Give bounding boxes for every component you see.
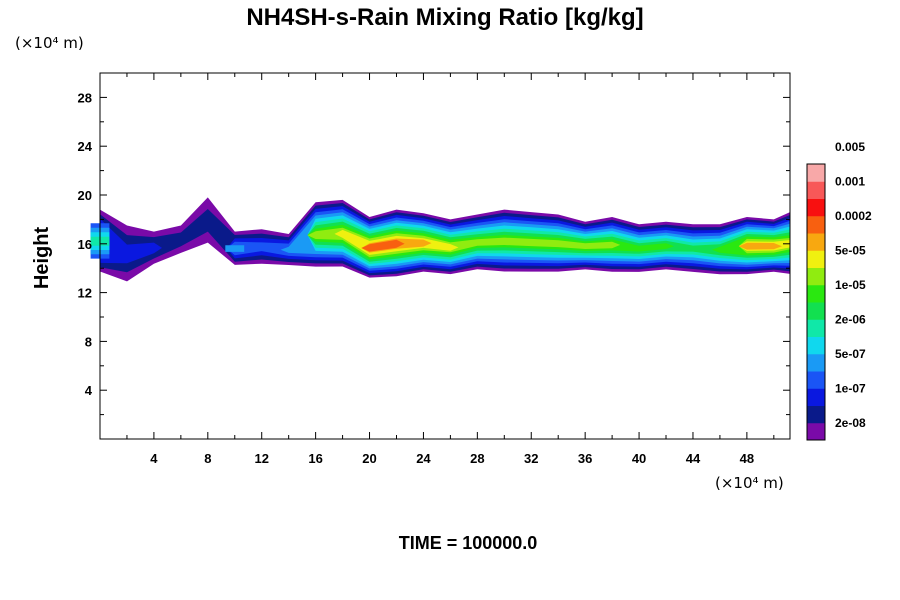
x-tick-label: 12: [254, 451, 268, 466]
colorbar-swatch: [807, 198, 825, 217]
colorbar-swatch: [807, 267, 825, 286]
colorbar-swatch: [807, 405, 825, 424]
colorbar-swatch: [807, 336, 825, 355]
y-tick-label: 28: [78, 90, 92, 105]
colorbar-swatch: [807, 284, 825, 303]
x-tick-label: 8: [204, 451, 211, 466]
colorbar-label: 5e-05: [835, 243, 866, 257]
x-tick-label: 48: [740, 451, 754, 466]
colorbar-label: 0.005: [835, 140, 865, 154]
x-tick-label: 24: [416, 451, 431, 466]
colorbar-frame: [806, 163, 826, 441]
colorbar-label: 0.0002: [835, 209, 872, 223]
y-tick-label: 24: [78, 139, 93, 154]
colorbar-label: 1e-07: [835, 381, 866, 395]
contour-level-12: [361, 239, 405, 252]
colorbar-label: 2e-08: [835, 416, 866, 430]
colorbar-swatch: [807, 233, 825, 251]
x-tick-label: 44: [686, 451, 701, 466]
colorbar-label: 0.001: [835, 174, 865, 188]
plot-frame: [99, 72, 791, 440]
contour-field: [90, 197, 790, 282]
time-footer: TIME = 100000.0: [399, 533, 538, 553]
y-axis-ticks: 4 8 12 16 20 24 28: [78, 90, 790, 416]
contour-level-4: [225, 245, 245, 252]
colorbar-label: 2e-06: [835, 312, 866, 326]
y-tick-label: 16: [78, 237, 92, 252]
contour-level-2: [100, 218, 162, 264]
colorbar-swatch: [807, 302, 825, 320]
colorbar-swatch: [807, 215, 825, 234]
y-axis-unit: (×10⁴ m): [15, 34, 84, 52]
y-tick-label: 20: [78, 188, 92, 203]
x-tick-label: 16: [308, 451, 322, 466]
x-tick-label: 20: [362, 451, 376, 466]
colorbar-swatch: [807, 164, 825, 182]
x-tick-label: 28: [470, 451, 484, 466]
colorbar-swatch: [807, 371, 825, 389]
colorbar-swatch: [807, 422, 825, 441]
colorbar-label: 1e-05: [835, 278, 866, 292]
x-axis-unit: (×10⁴ m): [715, 474, 784, 492]
colorbar-swatch: [807, 353, 825, 372]
colorbar-swatch: [807, 181, 825, 199]
x-tick-label: 32: [524, 451, 538, 466]
x-tick-label: 40: [632, 451, 646, 466]
colorbar-label: 5e-07: [835, 347, 866, 361]
colorbar-swatch: [807, 388, 825, 406]
y-tick-label: 4: [85, 383, 93, 398]
y-axis-label: Height: [31, 227, 53, 290]
colorbar-swatch: [807, 250, 825, 268]
y-tick-label: 12: [78, 286, 92, 301]
x-axis-ticks: 4 8 12 16 20 24 28 32 36 40 44 48: [126, 73, 775, 466]
y-tick-label: 8: [85, 334, 92, 349]
colorbar-swatch: [807, 319, 825, 337]
contour-level-11: [738, 242, 782, 250]
chart-title: NH4SH-s-Rain Mixing Ratio [kg/kg]: [246, 4, 643, 31]
x-tick-label: 4: [150, 451, 158, 466]
x-tick-label: 36: [578, 451, 592, 466]
colorbar: 2e-08 1e-07 5e-07 2e-06 1e-05 5e-05 0.0002 0.00…: [806, 140, 872, 441]
